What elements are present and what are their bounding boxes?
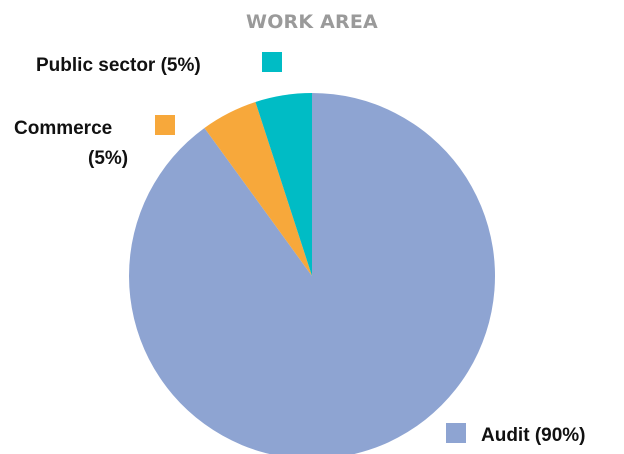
pie-slices — [129, 93, 495, 454]
legend-swatch-audit — [446, 423, 466, 443]
legend-swatch-commerce — [155, 115, 175, 135]
label-commerce-percent: (5%) — [88, 148, 128, 169]
pie-slice-audit — [129, 93, 495, 454]
legend-swatch-public-sector — [262, 52, 282, 72]
pie-slice-commerce — [204, 101, 312, 277]
label-commerce: Commerce — [14, 118, 112, 139]
label-audit: Audit (90%) — [481, 425, 586, 446]
chart-title: WORK AREA — [246, 11, 378, 33]
pie-slice-public-sector — [255, 93, 312, 276]
label-public-sector: Public sector (5%) — [36, 55, 201, 76]
